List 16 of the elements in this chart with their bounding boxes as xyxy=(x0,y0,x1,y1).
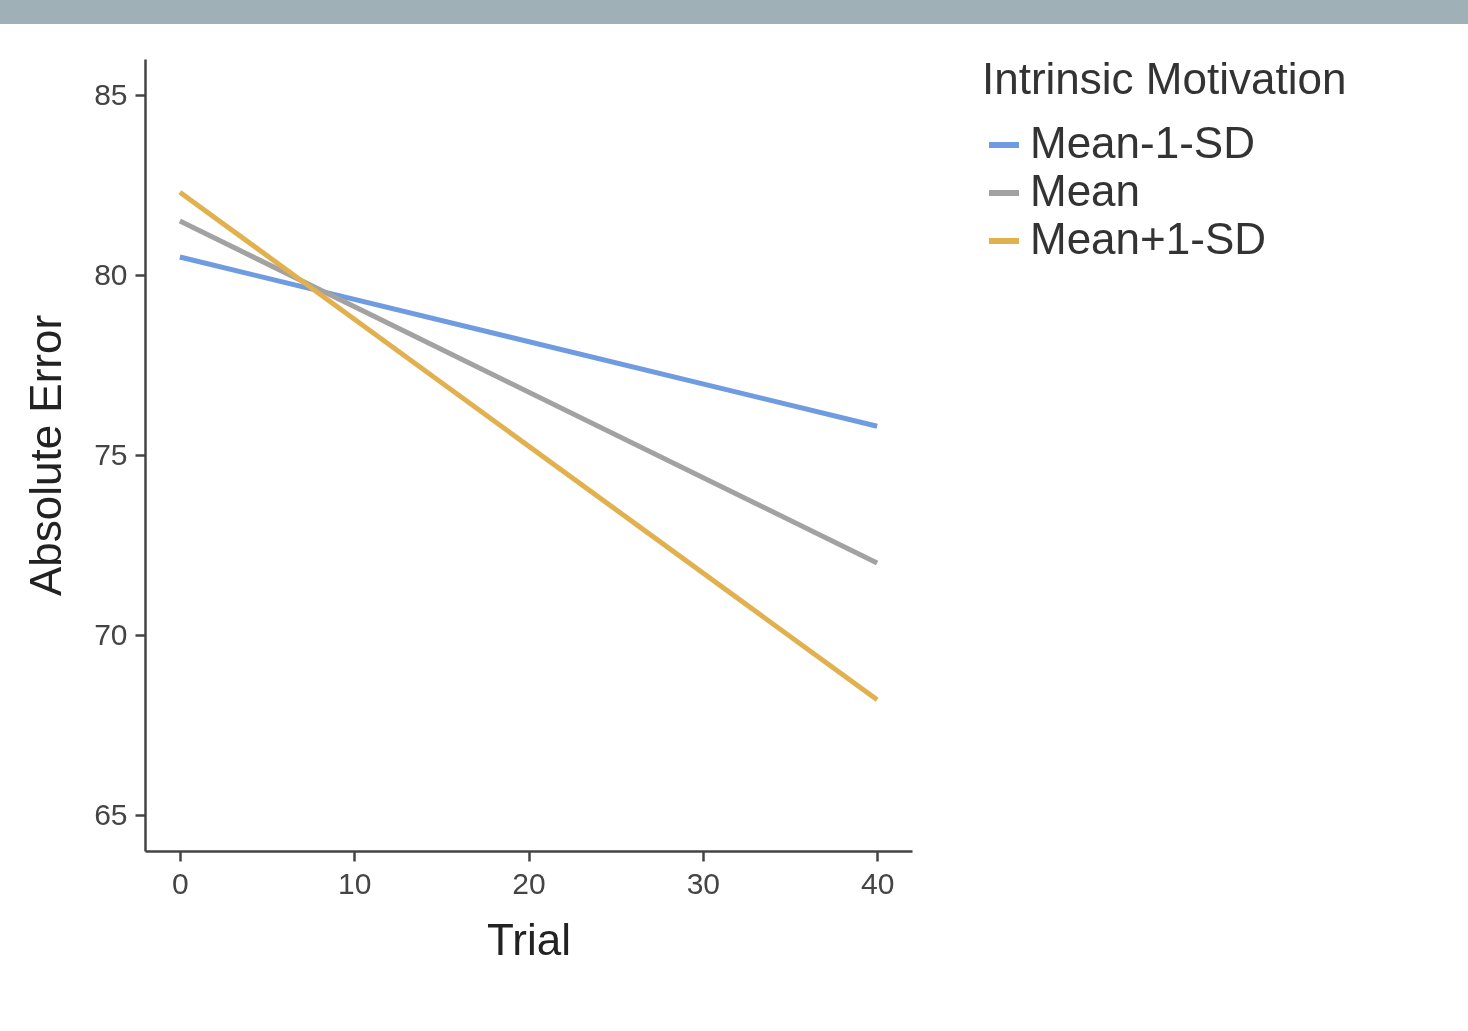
y-tick-label: 70 xyxy=(94,617,128,651)
x-tick-label: 10 xyxy=(337,866,372,900)
x-tick-label: 20 xyxy=(512,866,546,900)
legend-label: Mean-1-SD xyxy=(1030,118,1255,167)
y-tick-label: 65 xyxy=(94,797,128,831)
y-tick-label: 85 xyxy=(94,77,128,111)
y-axis-title: Absolute Error xyxy=(21,314,71,597)
legend-label: Mean+1-SD xyxy=(1030,214,1267,263)
legend-title: Intrinsic Motivation xyxy=(982,54,1347,103)
x-tick-label: 40 xyxy=(860,866,895,900)
x-axis-title: Trial xyxy=(487,914,571,964)
x-tick-label: 30 xyxy=(686,866,721,900)
x-tick-label: 0 xyxy=(172,866,189,900)
legend-label: Mean xyxy=(1030,166,1141,215)
y-tick-label: 80 xyxy=(94,257,128,291)
y-tick-label: 75 xyxy=(94,437,128,471)
